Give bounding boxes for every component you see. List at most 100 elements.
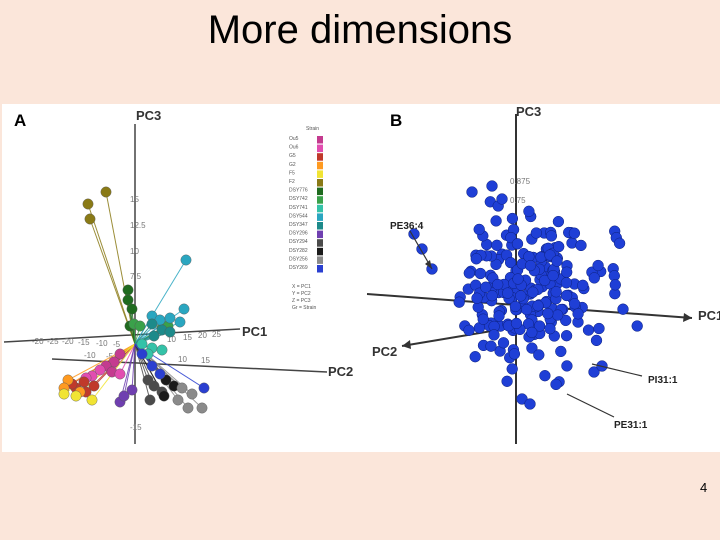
data-ball xyxy=(114,348,126,360)
data-ball xyxy=(118,390,130,402)
data-ball xyxy=(524,398,536,410)
data-ball xyxy=(510,317,523,330)
data-ball xyxy=(527,286,539,298)
legend-label: G2 xyxy=(289,162,296,168)
data-ball xyxy=(493,310,505,322)
data-ball xyxy=(550,286,562,298)
data-ball xyxy=(158,390,170,402)
data-ball xyxy=(613,237,626,249)
tick-x-left-5: -5 xyxy=(113,340,121,349)
data-ball xyxy=(560,277,573,289)
spoke-line xyxy=(123,343,136,397)
data-ball xyxy=(533,349,545,361)
data-ball xyxy=(617,303,629,315)
legend-mapping-line: Z = PC3 xyxy=(292,298,311,304)
data-ball xyxy=(501,375,513,387)
tick-z-3: 7.5 xyxy=(130,272,142,281)
data-ball xyxy=(466,186,478,198)
legend-mapping-line: X = PC1 xyxy=(292,284,311,290)
data-ball xyxy=(577,279,589,291)
data-ball xyxy=(497,337,510,349)
data-ball xyxy=(521,303,533,316)
legend-mapping-line: Gr = Strain xyxy=(292,305,317,311)
callout-pi31: PI31:1 xyxy=(648,375,678,386)
data-ball xyxy=(122,294,134,306)
data-ball xyxy=(136,338,148,350)
data-ball xyxy=(100,186,112,198)
legend-swatch xyxy=(317,170,323,178)
tick-x-right-0: 10 xyxy=(167,335,176,344)
data-ball xyxy=(496,193,508,205)
data-ball xyxy=(176,382,188,394)
data-ball xyxy=(526,342,538,354)
data-ball xyxy=(122,284,134,296)
tick-b-z-1: 0.75 xyxy=(510,196,526,205)
data-ball xyxy=(474,267,487,280)
tick-z-1: 12.5 xyxy=(130,221,146,230)
data-ball xyxy=(470,253,482,265)
data-ball xyxy=(408,228,420,240)
tick-b-z-0: 0.875 xyxy=(510,177,531,186)
data-ball xyxy=(88,380,100,392)
legend-label: DSY296 xyxy=(289,231,308,237)
tick-y-0: -10 xyxy=(84,351,96,360)
data-ball xyxy=(156,344,168,356)
legend-swatch xyxy=(317,196,323,204)
pc2-axis-label-b: PC2 xyxy=(372,344,397,359)
data-ball xyxy=(568,298,581,310)
data-ball xyxy=(551,255,563,267)
data-ball xyxy=(526,326,538,339)
data-ball xyxy=(553,240,565,253)
panel-a-label: A xyxy=(14,111,26,130)
callout-pe31: PE31:1 xyxy=(614,420,648,431)
data-ball xyxy=(545,230,558,242)
data-ball xyxy=(473,223,485,236)
data-ball xyxy=(552,215,565,228)
data-ball xyxy=(547,269,559,282)
pc2-axis xyxy=(51,358,328,373)
data-ball xyxy=(174,316,186,328)
pc1-arrow-b xyxy=(683,313,692,322)
data-ball xyxy=(198,382,210,394)
spoke-line xyxy=(87,203,136,345)
tick-x-right-2: 20 xyxy=(198,331,207,340)
data-ball xyxy=(154,368,166,380)
panel-a: A PC3 PC1 PC2 15 12.5 10 7.5 -15 -20 -25… xyxy=(3,108,353,444)
data-ball xyxy=(182,402,194,414)
tick-x-right-3: 25 xyxy=(212,330,221,339)
data-ball xyxy=(572,308,584,320)
data-ball xyxy=(582,324,595,336)
data-ball xyxy=(560,289,573,302)
data-ball xyxy=(172,394,184,406)
data-ball xyxy=(530,227,542,239)
data-ball xyxy=(560,314,572,327)
data-ball xyxy=(146,318,158,330)
legend-label: G5 xyxy=(289,153,296,159)
legend-swatch xyxy=(317,213,323,221)
tick-z-2: 10 xyxy=(130,247,139,256)
tick-z-0: 15 xyxy=(130,195,139,204)
legend-label: Ou6 xyxy=(289,145,299,151)
data-ball xyxy=(539,274,551,287)
data-ball xyxy=(144,394,156,406)
panel-b: B PC3 PC1 PC2 0.875 0.75 PE36:4 PI31:1 P… xyxy=(366,104,720,444)
data-ball xyxy=(469,351,481,363)
pc3-axis-label: PC3 xyxy=(136,108,161,123)
data-ball xyxy=(126,384,138,396)
data-ball xyxy=(631,320,643,332)
data-ball xyxy=(515,290,527,302)
data-ball xyxy=(148,380,160,392)
legend-label: DSY269 xyxy=(289,265,308,271)
data-ball xyxy=(532,300,544,312)
spoke-line xyxy=(105,191,136,345)
legend-swatch xyxy=(317,136,323,144)
data-ball xyxy=(136,348,148,360)
legend-swatch xyxy=(317,204,323,213)
legend-swatch xyxy=(317,239,323,247)
legend-swatch xyxy=(317,247,323,256)
legend-swatch xyxy=(317,256,323,264)
legend-label: F5 xyxy=(289,170,295,176)
slide-title: More dimensions xyxy=(207,8,513,52)
tick-y-1: -5 xyxy=(106,352,114,361)
